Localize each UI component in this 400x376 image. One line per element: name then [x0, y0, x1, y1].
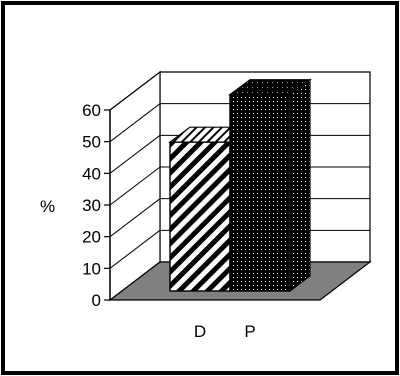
y-axis-title: %	[40, 197, 55, 216]
y-tick-label: 60	[82, 101, 101, 120]
y-tick-label: 40	[82, 164, 101, 183]
category-label: P	[244, 322, 255, 341]
side-gridline	[109, 103, 161, 143]
bar-P	[228, 78, 312, 293]
y-tick-label: 20	[82, 228, 101, 247]
bar-front-face	[169, 141, 231, 292]
bar-front-face	[229, 93, 291, 292]
y-tick-label: 0	[92, 291, 101, 310]
y-axis-ticks: 0 10 20 30 40 50 60	[82, 101, 111, 310]
side-gridline	[109, 166, 161, 206]
side-gridline	[109, 71, 161, 111]
side-gridline	[109, 198, 161, 238]
side-gridline	[109, 134, 161, 174]
y-tick-label: 10	[82, 259, 101, 278]
y-tick-label: 30	[82, 196, 101, 215]
side-gridline	[109, 229, 161, 269]
category-label: D	[194, 322, 206, 341]
bars	[168, 78, 312, 293]
y-tick-label: 50	[82, 133, 101, 152]
bar-side-face	[289, 78, 311, 293]
